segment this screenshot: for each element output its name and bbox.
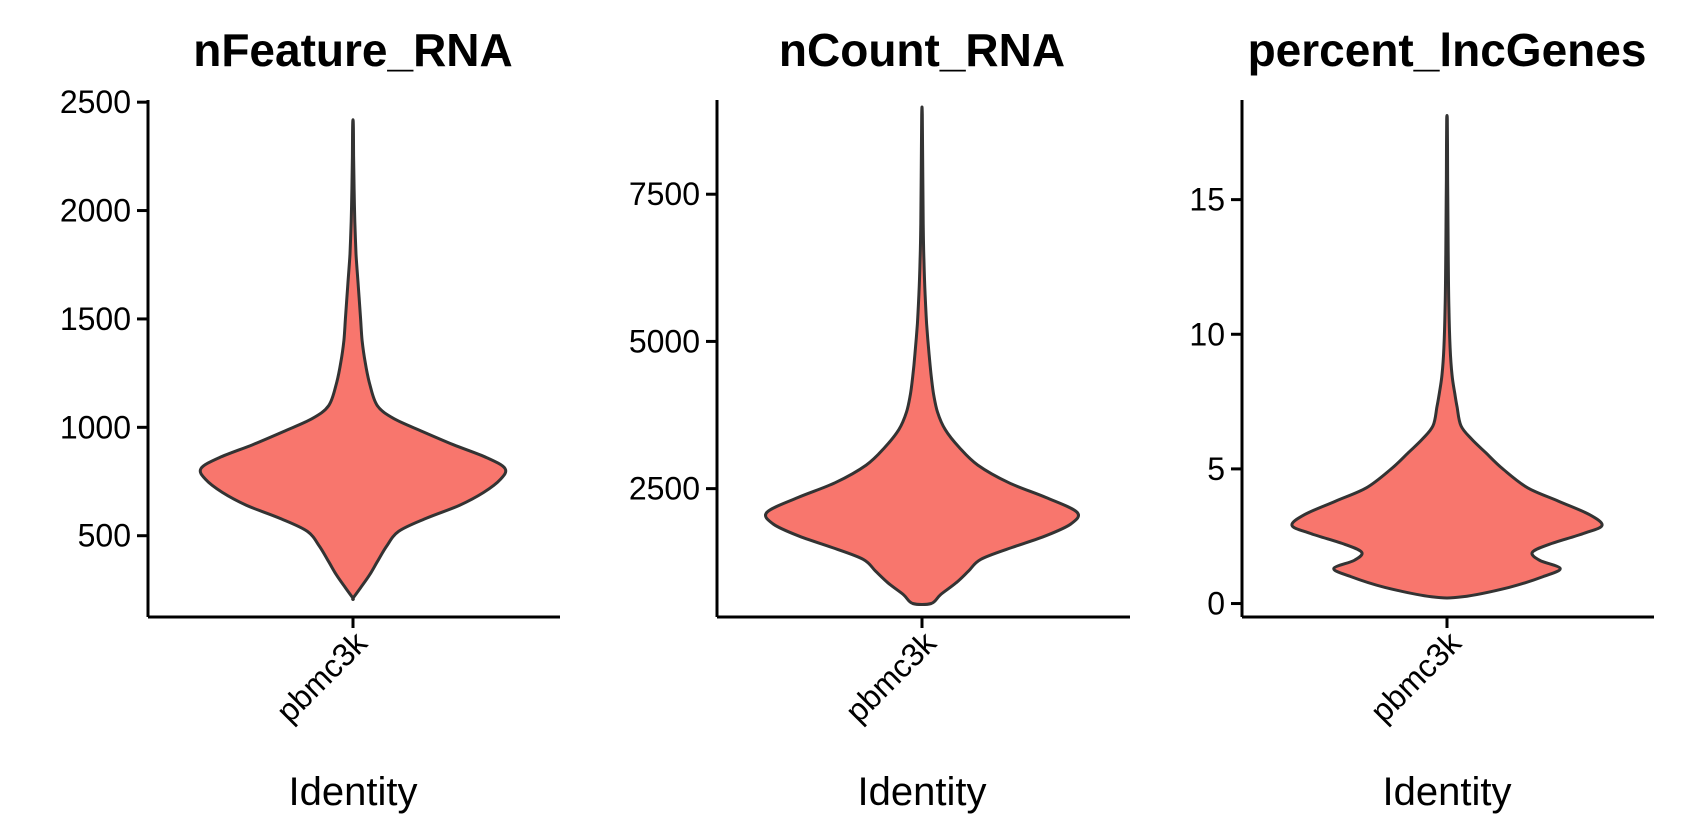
- y-tick-label: 5: [1207, 451, 1225, 487]
- y-ticks: 500 1000 1500 2000 2500: [60, 84, 148, 554]
- y-tick-label: 10: [1189, 316, 1225, 352]
- violin-body: [1290, 114, 1604, 600]
- y-ticks: 2500 5000 7500: [629, 176, 717, 507]
- violin-body: [198, 118, 508, 601]
- x-axis-title: Identity: [289, 770, 418, 814]
- x-axis-title: Identity: [1383, 770, 1512, 814]
- panel-title: percent_lncGenes: [1248, 24, 1647, 76]
- violin-body: [764, 105, 1080, 607]
- y-tick-label: 2500: [60, 84, 131, 120]
- y-tick-label: 1500: [60, 301, 131, 337]
- panel-title: nCount_RNA: [779, 24, 1065, 76]
- x-axis-title: Identity: [858, 770, 987, 814]
- y-tick-label: 1000: [60, 409, 131, 445]
- y-tick-label: 0: [1207, 586, 1225, 622]
- y-tick-label: 15: [1189, 182, 1225, 218]
- x-category-label: pbmc3k: [1363, 624, 1468, 729]
- y-tick-label: 7500: [629, 176, 700, 212]
- y-tick-label: 5000: [629, 323, 700, 359]
- y-tick-label: 2000: [60, 193, 131, 229]
- panel-percent-lncgenes: percent_lncGenes 0 5 10 15 pbmc3k Identity: [1189, 24, 1654, 814]
- y-tick-label: 500: [78, 518, 131, 554]
- x-category-label: pbmc3k: [838, 624, 943, 729]
- x-category-label: pbmc3k: [269, 624, 374, 729]
- y-ticks: 0 5 10 15: [1189, 182, 1242, 622]
- panel-title: nFeature_RNA: [193, 24, 513, 76]
- y-tick-label: 2500: [629, 471, 700, 507]
- panel-ncount-rna: nCount_RNA 2500 5000 7500 pbmc3k Identity: [629, 24, 1130, 814]
